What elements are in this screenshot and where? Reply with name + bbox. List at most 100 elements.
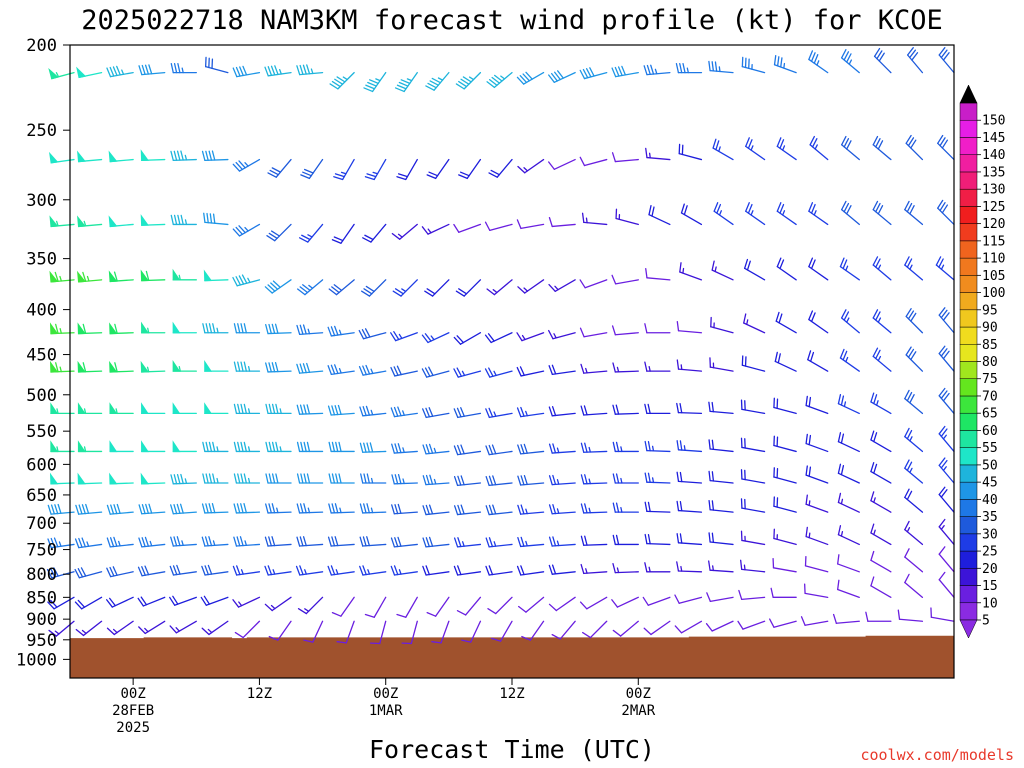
- colorbar-segment: [959, 154, 978, 173]
- wind-barb: [679, 262, 703, 281]
- wind-barb: [108, 215, 134, 228]
- wind-barb: [329, 71, 355, 90]
- wind-barb: [140, 149, 166, 162]
- wind-barb: [808, 257, 829, 281]
- colorbar-segment: [959, 550, 978, 569]
- colorbar-label: 100: [982, 286, 1005, 301]
- wind-barb: [77, 322, 103, 335]
- wind-barb: [453, 537, 482, 548]
- y-axis: 200 250 300 350 400 450 500 550 600 650 700 750 800 8…: [16, 36, 70, 670]
- wind-barb: [740, 437, 766, 453]
- wind-barb: [138, 620, 166, 635]
- colorbar-label: 80: [982, 355, 998, 370]
- wind-barb: [204, 56, 229, 74]
- wind-barb: [77, 360, 103, 373]
- x-tick-label: 2025: [116, 720, 150, 736]
- colorbar-segment: [959, 585, 978, 604]
- wind-barb: [611, 596, 639, 608]
- wind-barb: [773, 54, 797, 74]
- wind-barb: [773, 528, 797, 546]
- wind-barb: [296, 503, 324, 514]
- wind-barb: [930, 607, 955, 622]
- colorbar-segment: [959, 171, 978, 190]
- wind-barb: [362, 223, 387, 243]
- wind-barb: [327, 364, 355, 376]
- wind-barb: [676, 320, 703, 334]
- colorbar-label: 20: [982, 562, 998, 577]
- wind-barb: [904, 488, 924, 513]
- credit-text[interactable]: coolwx.com/models: [860, 746, 1014, 764]
- wind-barb: [612, 502, 639, 513]
- wind-barb: [938, 387, 955, 415]
- wind-barb: [769, 618, 797, 628]
- wind-barb: [484, 332, 513, 344]
- colorbar-segment: [959, 602, 978, 621]
- wind-barb: [485, 407, 513, 419]
- y-tick-label: 450: [26, 346, 57, 366]
- wind-barb: [711, 260, 734, 281]
- wind-barb: [517, 536, 545, 548]
- wind-barb: [708, 60, 734, 74]
- wind-barb: [676, 471, 703, 484]
- y-tick-label: 1000: [16, 650, 57, 670]
- colorbar-label: 90: [982, 321, 998, 336]
- wind-barb: [425, 71, 450, 91]
- wind-barb: [938, 546, 955, 573]
- wind-barb: [706, 592, 734, 602]
- wind-barb: [453, 444, 482, 456]
- wind-barb: [708, 560, 734, 573]
- wind-barb: [327, 325, 355, 337]
- wind-barb: [548, 216, 576, 228]
- colorbar-label: 120: [982, 217, 1005, 232]
- wind-barb: [579, 327, 608, 338]
- wind-barb: [580, 405, 608, 416]
- wind-barb: [422, 504, 450, 516]
- wind-barb: [455, 71, 482, 90]
- colorbar-label: 135: [982, 165, 1005, 180]
- colorbar-label: 105: [982, 269, 1005, 284]
- wind-barb: [676, 402, 703, 415]
- colorbar-segment: [959, 275, 978, 293]
- wind-barb: [390, 365, 418, 377]
- wind-barb: [674, 620, 703, 634]
- wind-barb: [485, 444, 513, 456]
- wind-barb: [644, 323, 671, 334]
- wind-barb: [391, 223, 418, 240]
- wind-barb: [870, 462, 892, 484]
- wind-barb: [904, 573, 924, 598]
- wind-barb: [364, 596, 387, 618]
- wind-barb: [455, 279, 482, 297]
- wind-barb: [453, 565, 482, 576]
- wind-barb: [737, 620, 766, 630]
- wind-barb: [773, 397, 797, 415]
- wind-barb: [298, 223, 324, 243]
- wind-barb: [872, 200, 892, 226]
- wind-barb: [551, 620, 576, 640]
- wind-barb: [453, 504, 482, 516]
- wind-barb: [938, 47, 955, 74]
- wind-barb: [739, 559, 766, 573]
- wind-barb: [204, 360, 229, 372]
- colorbar-segment: [959, 292, 978, 311]
- wind-barb: [580, 474, 608, 485]
- wind-barb: [138, 64, 166, 76]
- wind-barb: [203, 212, 229, 226]
- wind-barb: [745, 137, 766, 161]
- wind-barb: [674, 594, 703, 604]
- wind-barb: [327, 404, 355, 416]
- wind-barb: [773, 496, 797, 513]
- y-tick-label: 550: [26, 422, 57, 442]
- wind-barb: [109, 402, 134, 415]
- wind-barb: [75, 503, 103, 515]
- wind-barb: [678, 143, 703, 161]
- wind-barb: [804, 583, 829, 598]
- wind-barb: [611, 65, 639, 78]
- wind-barb: [644, 533, 671, 546]
- wind-barb: [612, 563, 639, 574]
- colorbar-segment: [959, 119, 978, 138]
- wind-barb: [401, 620, 418, 645]
- wind-barb: [775, 311, 797, 334]
- colorbar-segment: [959, 102, 978, 121]
- wind-barb: [516, 71, 545, 85]
- wind-barb: [485, 504, 513, 516]
